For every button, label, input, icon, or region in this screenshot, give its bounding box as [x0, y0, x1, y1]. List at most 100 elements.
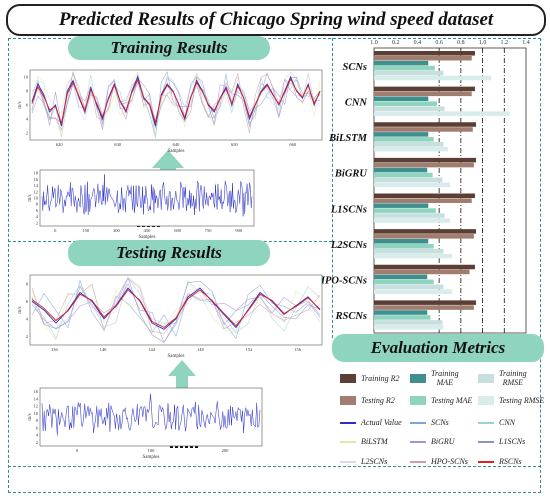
metric-bar: [374, 274, 428, 280]
train-zoom-model-line: [31, 71, 321, 122]
test-full-x-tick: 0: [76, 448, 79, 453]
train-zoom-x-tick: 630: [114, 142, 122, 147]
test-full-x-tick: 200: [222, 448, 230, 453]
test-zoom-x-tick: 148: [197, 347, 205, 352]
category-label: CNN: [345, 97, 368, 108]
test-zoom-model-line: [31, 279, 321, 340]
train-full-y-tick: 8: [36, 202, 39, 207]
metric-bar: [374, 269, 470, 275]
metric-bar: [374, 172, 433, 178]
metric-bar: [374, 253, 453, 259]
testing-zoom-arrow: [168, 360, 196, 395]
test-zoom-y-tick: 8: [26, 281, 29, 286]
metric-bar: [374, 127, 473, 132]
legend-item: Testing RMSE: [478, 396, 544, 405]
test-full-actual-line: [41, 394, 261, 436]
train-full-y-tick: 16: [34, 177, 39, 182]
metric-bar: [374, 320, 443, 325]
train-full-y-tick: 4: [36, 214, 39, 219]
test-full-x-tick: 100: [148, 448, 156, 453]
metric-bar: [374, 182, 450, 188]
train-zoom-ylabel: m/s: [18, 101, 23, 108]
metric-bar: [374, 65, 435, 71]
metric-bar: [374, 96, 429, 102]
test-zoom-x-tick: 156: [294, 347, 302, 352]
legend-line-swatch: [340, 460, 356, 463]
legend-label: Testing RMSE: [499, 396, 545, 405]
metric-bar: [374, 234, 474, 239]
legend-line-swatch: [478, 460, 494, 463]
metric-bar: [374, 55, 472, 61]
test-zoom-frame: [29, 274, 323, 346]
metric-tick-label: 0.8: [457, 40, 465, 46]
category-label: L1SCNs: [330, 204, 367, 215]
legend-label: Testing R2: [361, 396, 395, 405]
legend-label: RSCNs: [499, 457, 522, 466]
train-full-x-tick: 900: [235, 228, 243, 233]
figure-title: Predicted Results of Chicago Spring wind…: [58, 9, 494, 30]
category-label: HPO-SCNs: [316, 276, 367, 287]
evaluation-metrics-pill: Evaluation Metrics: [332, 334, 544, 362]
legend-line-swatch: [410, 440, 426, 443]
metric-bar: [374, 167, 428, 173]
legend-item: BiLSTM: [340, 437, 388, 446]
metric-bar: [374, 325, 444, 330]
train-full-y-tick: 2: [36, 220, 38, 225]
train-zoom-y-tick: 10: [24, 75, 29, 80]
train-zoom-y-tick: 2: [26, 131, 28, 136]
test-zoom-actual-line: [31, 287, 321, 330]
test-zoom-y-tick: 4: [26, 316, 29, 321]
legend-label: BiLSTM: [361, 437, 388, 446]
test-zoom-ylabel: m/s: [18, 306, 23, 313]
metric-bar: [374, 264, 475, 270]
metric-bar: [374, 177, 443, 183]
category-label: L2SCNs: [330, 240, 367, 251]
train-zoom-x-tick: 650: [231, 142, 239, 147]
metric-bar: [374, 111, 510, 116]
legend-line-swatch: [478, 421, 494, 424]
metric-bar: [374, 51, 475, 56]
training-results-pill: Training Results: [68, 36, 270, 60]
train-full-x-tick: 0: [54, 228, 57, 233]
metric-bar: [374, 239, 429, 244]
legend-item: BiGRU: [410, 437, 455, 446]
metric-bar: [374, 132, 429, 137]
train-full-actual-line: [41, 174, 253, 217]
train-full-x-tick: 300: [113, 228, 121, 233]
test-full-y-tick: 12: [34, 404, 39, 409]
legend-item: HPO-SCNs: [410, 457, 468, 466]
metric-bar: [374, 70, 444, 76]
outer-frame: [8, 38, 541, 493]
metric-bar: [374, 305, 474, 310]
legend-swatch: [478, 373, 494, 383]
metric-bar: [374, 289, 453, 294]
metric-bar: [374, 243, 434, 249]
legend-label: L1SCNs: [499, 437, 526, 446]
metric-tick-label: 1.2: [501, 40, 509, 46]
metric-bar: [374, 122, 477, 127]
test-zoom-y-tick: 6: [26, 299, 29, 304]
legend-line-swatch: [478, 440, 494, 443]
test-full-y-tick: 2: [36, 440, 38, 445]
test-zoom-x-tick: 152: [246, 347, 253, 352]
legend-item: RSCNs: [478, 457, 522, 466]
metric-bar: [374, 208, 436, 213]
train-full-x-tick: 750: [205, 228, 213, 233]
legend-item: Actual Value: [340, 418, 402, 427]
legend-line-swatch: [410, 460, 426, 463]
legend-item: SCNs: [410, 418, 449, 427]
legend-label: HPO-SCNs: [431, 457, 468, 466]
test-full-ylabel: m/s: [28, 413, 33, 420]
metric-bar: [374, 106, 445, 111]
metric-bar: [374, 300, 477, 305]
legend-swatch: [478, 396, 494, 405]
legend-label: BiGRU: [431, 437, 455, 446]
test-zoom-x-tick: 136: [51, 347, 59, 352]
test-zoom-x-tick: 140: [100, 347, 108, 352]
legend-item: CNN: [478, 418, 515, 427]
legend-item: Training MAE: [410, 369, 459, 387]
test-full-y-tick: 10: [34, 411, 39, 416]
metric-bar: [374, 193, 475, 199]
legend-item: Training RMSE: [478, 369, 527, 387]
